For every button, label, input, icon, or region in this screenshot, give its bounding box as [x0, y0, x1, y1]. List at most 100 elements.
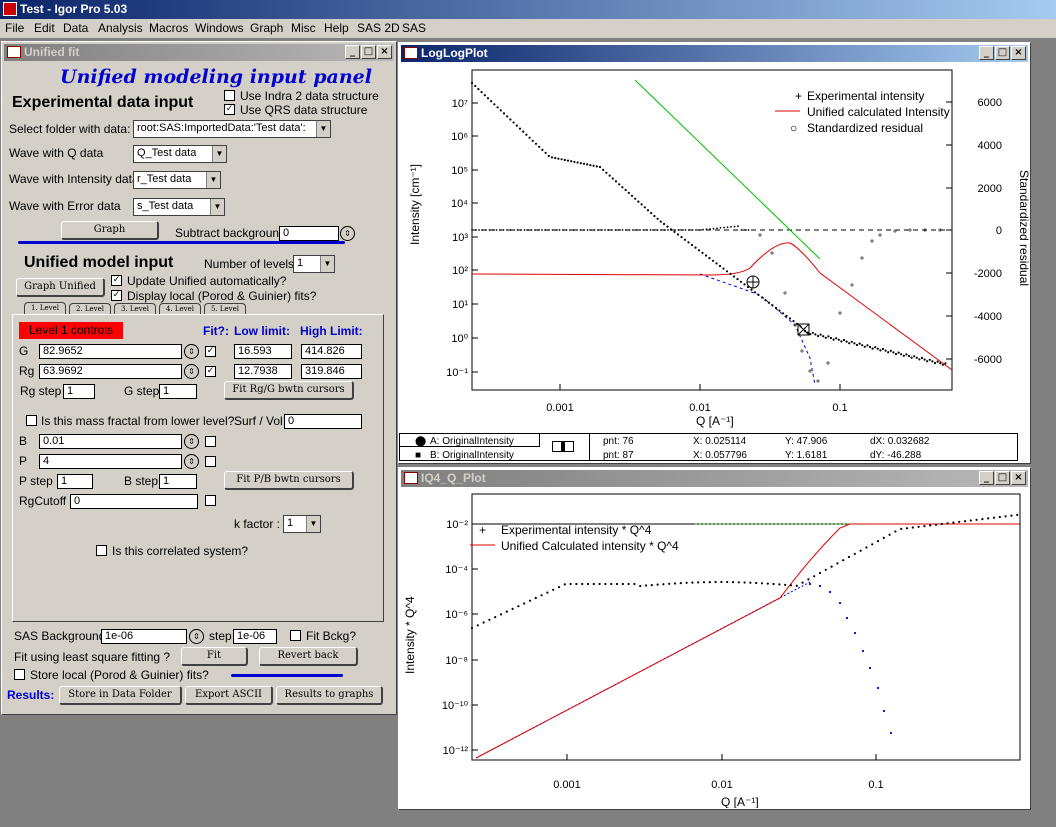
rg-step-input[interactable]: 1 — [63, 384, 95, 399]
sas-bg-stepper[interactable]: ⇕ — [189, 629, 204, 644]
wave-q-value: Q_Test data — [137, 147, 197, 159]
wave-q-select[interactable]: Q_Test data ▼ — [133, 145, 227, 163]
correlated-checkbox[interactable] — [96, 545, 107, 556]
g-high-input[interactable]: 414.826 — [301, 344, 362, 359]
data-point — [579, 162, 582, 165]
update-auto-checkbox[interactable]: ✓ — [111, 275, 122, 286]
g-stepper[interactable]: ⇕ — [184, 344, 199, 359]
close-button[interactable]: × — [1011, 46, 1026, 60]
p-step-input[interactable]: 1 — [57, 474, 93, 489]
rg-high-input[interactable]: 319.846 — [301, 364, 362, 379]
tab-level-3[interactable]: 3. Level — [114, 303, 156, 315]
minimize-button[interactable]: _ — [345, 45, 360, 59]
num-levels-select[interactable]: 1 ▼ — [293, 255, 335, 273]
menu-analysis[interactable]: Analysis — [98, 21, 143, 35]
data-point — [633, 582, 636, 586]
maximize-button[interactable]: □ — [995, 471, 1010, 485]
menu-data[interactable]: Data — [63, 21, 89, 35]
rgcutoff-checkbox[interactable] — [205, 495, 216, 506]
fit-button[interactable]: Fit — [181, 647, 248, 666]
menu-help[interactable]: Help — [324, 21, 349, 35]
menu-misc[interactable]: Misc — [291, 21, 316, 35]
fit-bckg-checkbox[interactable] — [290, 630, 301, 641]
wave-err-select[interactable]: s_Test data ▼ — [133, 198, 225, 216]
display-local-checkbox[interactable]: ✓ — [111, 290, 122, 301]
kfactor-select[interactable]: 1 ▼ — [283, 515, 321, 533]
menu-sas[interactable]: SAS — [402, 21, 427, 35]
b-stepper[interactable]: ⇕ — [184, 434, 199, 449]
store-data-folder-button[interactable]: Store in Data Folder — [59, 686, 182, 705]
sas-bg-input[interactable]: 1e-06 — [101, 629, 187, 644]
data-point — [659, 220, 662, 223]
residual-point — [632, 229, 634, 231]
subtract-bg-input[interactable]: 0 — [279, 226, 339, 241]
g-fit-checkbox[interactable]: ✓ — [205, 346, 216, 357]
minimize-button[interactable]: _ — [979, 471, 994, 485]
folder-select[interactable]: root:SAS:ImportedData:'Test data': ▼ — [133, 120, 331, 138]
surf-vol-input[interactable]: 0 — [284, 414, 362, 429]
p-stepper[interactable]: ⇕ — [184, 454, 199, 469]
rg-stepper[interactable]: ⇕ — [184, 364, 199, 379]
store-local-checkbox[interactable] — [14, 669, 25, 680]
residual-point — [826, 361, 830, 365]
tab-level-5[interactable]: 5. Level — [204, 303, 246, 315]
data-point — [736, 278, 739, 281]
menu-windows[interactable]: Windows — [195, 21, 244, 35]
close-button[interactable]: × — [1011, 471, 1026, 485]
b-fit-checkbox[interactable] — [205, 436, 216, 447]
g-low-input[interactable]: 16.593 — [234, 344, 292, 359]
data-point — [482, 621, 485, 624]
b-input[interactable]: 0.01 — [39, 434, 182, 449]
results-to-graphs-button[interactable]: Results to graphs — [276, 686, 383, 705]
menu-graph[interactable]: Graph — [250, 21, 284, 35]
loglog-plot[interactable]: 10⁷ 10⁶ 10⁵ 10⁴ 10³ 10² 10¹ 10⁰ 10⁻¹ 6000 4000 200… — [400, 63, 1029, 431]
porod-local-fit-line — [634, 79, 821, 260]
residual-point — [492, 229, 494, 231]
subtract-bg-stepper[interactable]: ⇕ — [340, 226, 355, 241]
data-point — [828, 590, 832, 594]
g-input[interactable]: 82.9652 — [39, 344, 182, 359]
fit-rg-g-button[interactable]: Fit Rg/G bwtn cursors — [224, 381, 354, 400]
use-indra-checkbox[interactable] — [224, 90, 235, 101]
panel-heading: Unified modeling input panel — [60, 66, 372, 88]
menu-sas2d[interactable]: SAS 2D — [357, 21, 400, 35]
tab-level-1[interactable]: 1. Level — [24, 302, 66, 315]
fit-p-b-button[interactable]: Fit P/B bwtn cursors — [224, 471, 354, 490]
maximize-button[interactable]: □ — [995, 46, 1010, 60]
residual-point — [593, 229, 596, 231]
data-point — [876, 347, 879, 350]
maximize-button[interactable]: □ — [361, 45, 376, 59]
data-point — [528, 599, 532, 602]
p-input[interactable]: 4 — [39, 454, 182, 469]
minimize-button[interactable]: _ — [979, 46, 994, 60]
panel-titlebar: Unified fit _ □ × — [4, 44, 394, 61]
rgcutoff-input[interactable]: 0 — [70, 494, 198, 509]
step-input[interactable]: 1e-06 — [233, 629, 277, 644]
tab-level-4[interactable]: 4. Level — [159, 303, 201, 315]
use-qrs-checkbox[interactable]: ✓ — [224, 104, 235, 115]
b-step-input[interactable]: 1 — [159, 474, 197, 489]
rg-low-input[interactable]: 12.7938 — [234, 364, 292, 379]
g-step-input[interactable]: 1 — [159, 384, 197, 399]
menu-file[interactable]: File — [5, 21, 25, 35]
export-ascii-button[interactable]: Export ASCII — [185, 686, 273, 705]
cursor-a-row[interactable] — [400, 434, 540, 447]
wave-int-select[interactable]: r_Test data ▼ — [133, 171, 221, 189]
menu-edit[interactable]: Edit — [34, 21, 55, 35]
legend-symbol-experimental: + — [479, 523, 486, 537]
menu-macros[interactable]: Macros — [149, 21, 189, 35]
rg-input[interactable]: 63.9692 — [39, 364, 182, 379]
tab-level-2[interactable]: 2. Level — [69, 303, 111, 315]
graph-button[interactable]: Graph — [61, 221, 159, 240]
p-fit-checkbox[interactable] — [205, 456, 216, 467]
rg-fit-checkbox[interactable]: ✓ — [205, 366, 216, 377]
close-button[interactable]: × — [377, 45, 392, 59]
cursor-slider[interactable] — [540, 434, 590, 460]
residual-point — [614, 229, 617, 231]
cursor-a-circle-icon: ⬤ — [415, 436, 427, 447]
graph-unified-button[interactable]: Graph Unified — [16, 278, 105, 297]
revert-button[interactable]: Revert back — [259, 647, 358, 666]
mass-fractal-checkbox[interactable] — [26, 415, 37, 426]
high-limit-header: High Limit: — [300, 324, 363, 338]
